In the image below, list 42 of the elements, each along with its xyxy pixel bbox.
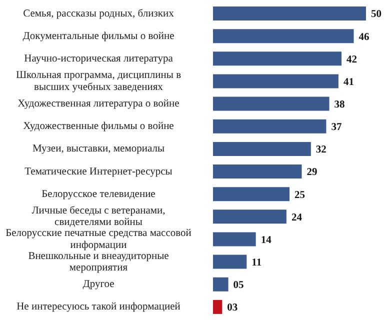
bar: [213, 300, 222, 314]
y-tick-label: Белорусское телевидение: [42, 188, 156, 200]
y-tick-label: Другое: [82, 278, 115, 290]
data-label: 03: [227, 302, 238, 314]
y-tick-label: Семья, рассказы родных, близких: [23, 8, 175, 19]
y-tick-label: Художественные фильмы о войне: [23, 120, 174, 132]
bar: [213, 96, 330, 111]
y-tick-label: Тематические Интернет-ресурсы: [24, 166, 172, 177]
bar: [213, 142, 311, 156]
data-label: 25: [294, 190, 305, 201]
bar: [213, 29, 354, 44]
y-tick-label: Музеи, выставки, мемориалы: [32, 143, 165, 154]
data-label: 32: [316, 144, 326, 156]
data-label: 37: [331, 122, 342, 134]
data-label: 29: [306, 167, 318, 178]
data-label: 11: [252, 258, 262, 269]
bar: [213, 210, 286, 224]
y-tick-label: Научно-историческая литература: [24, 52, 174, 64]
y-tick-label: Белорусские печатные средства массовой информации: [6, 228, 192, 250]
y-tick-label: Школьная программа, дисциплины в высших учебных заведениях: [16, 70, 182, 92]
data-label: 41: [343, 76, 354, 88]
data-label: 05: [233, 280, 244, 292]
data-label: 14: [260, 234, 272, 246]
bar: [213, 187, 290, 202]
bar: [213, 6, 366, 21]
bar: [213, 277, 228, 292]
y-tick-label: Художественная литература о войне: [18, 98, 180, 110]
y-tick-label: Внешкольные и внеаудиторные мероприятия: [28, 250, 170, 273]
bar: [213, 52, 342, 66]
data-label: 24: [291, 212, 303, 224]
data-label: 50: [371, 9, 382, 20]
data-label: 42: [346, 54, 358, 66]
y-tick-label: Не интересуюсь такой информацией: [16, 301, 181, 312]
bar: [213, 232, 256, 246]
y-tick-label: Личные беседы с ветеранами, свидетелями войны: [32, 205, 166, 228]
data-label: 38: [334, 100, 345, 111]
y-tick-label: Документальные фильмы о войне: [22, 30, 175, 42]
bar: [213, 119, 326, 134]
data-label: 46: [358, 32, 370, 43]
bar: [213, 74, 338, 88]
bar: [213, 164, 302, 179]
bar: [213, 254, 247, 269]
